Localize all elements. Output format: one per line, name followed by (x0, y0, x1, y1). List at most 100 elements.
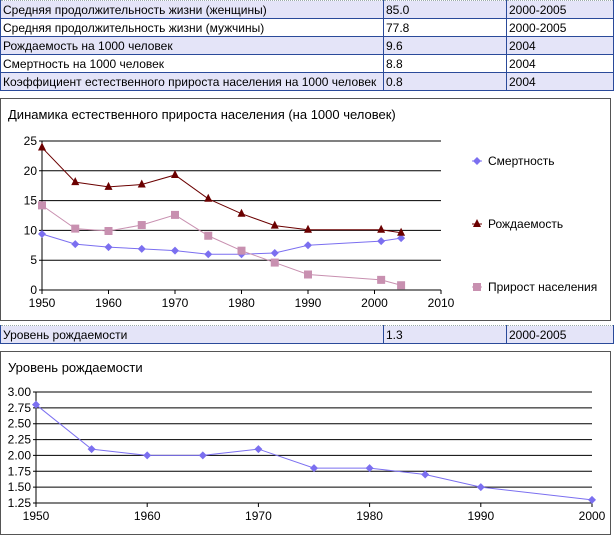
row-label: Средняя продолжительность жизни (мужчины… (0, 18, 384, 37)
data-point-diamond (473, 157, 481, 165)
data-point-triangle (71, 177, 80, 186)
y-tick-label: 25 (24, 134, 38, 148)
table-row: Средняя продолжительность жизни (женщины… (0, 0, 614, 19)
x-tick-label: 1950 (23, 509, 50, 523)
row-label: Смертность на 1000 человек (0, 54, 384, 73)
legend-label: Прирост населения (488, 280, 597, 294)
row-label: Рождаемость на 1000 человек (0, 36, 384, 55)
data-point-square (237, 246, 246, 255)
series-line (41, 147, 402, 234)
row-period: 2000-2005 (506, 18, 614, 37)
chart-title: Уровень рождаемости (8, 360, 143, 375)
y-tick-label: 15 (24, 194, 38, 208)
data-point-square (137, 221, 146, 230)
x-tick-label: 1980 (228, 296, 255, 310)
row-period: 2004 (506, 72, 614, 91)
legend-label: Рождаемость (488, 217, 563, 231)
x-tick-label: 1960 (95, 296, 122, 310)
row-period: 2004 (506, 54, 614, 73)
row-label: Средняя продолжительность жизни (женщины… (0, 0, 384, 19)
data-point-diamond (137, 244, 146, 253)
data-point-diamond (421, 470, 430, 479)
data-point-square (304, 270, 312, 279)
data-point-triangle (137, 179, 146, 188)
chart-title: Динамика естественного прироста населени… (8, 107, 396, 122)
y-tick-label: 2.75 (8, 401, 32, 415)
series-line (41, 233, 402, 255)
data-point-diamond (38, 229, 46, 238)
x-tick-label: 2010 (428, 296, 455, 310)
data-point-triangle (377, 224, 386, 233)
row-value: 9.6 (383, 36, 507, 55)
data-point-triangle (304, 224, 312, 233)
data-point-diamond (270, 249, 279, 258)
table-row: Смертность на 1000 человек 8.8 2004 (0, 54, 614, 73)
data-point-diamond (254, 445, 263, 454)
row-value: 8.8 (383, 54, 507, 73)
row-label: Уровень рождаемости (0, 325, 384, 344)
x-tick-label: 2000 (579, 509, 606, 523)
data-point-diamond (588, 495, 596, 504)
data-point-triangle (38, 142, 46, 151)
data-point-square (171, 210, 179, 219)
data-point-diamond (198, 451, 207, 460)
data-point-triangle (204, 193, 213, 202)
y-tick-label: 10 (24, 223, 38, 237)
fertility-table: Уровень рождаемости 1.3 2000-2005 (0, 325, 614, 344)
chart-plot: 1.25 1.50 1.75 2.002.25 2.50 2.75 3.00 1950 1960… (8, 385, 606, 523)
x-tick-label: 1960 (134, 509, 161, 523)
data-point-square (377, 275, 386, 284)
data-point-triangle (171, 169, 179, 178)
y-tick-label: 2.25 (8, 433, 32, 447)
y-tick-label: 20 (24, 164, 38, 178)
y-tick-label: 1.25 (8, 496, 32, 510)
x-tick-label: 2000 (361, 296, 388, 310)
natural-growth-chart: Динамика естественного прироста населени… (0, 98, 611, 321)
row-value: 85.0 (383, 0, 507, 19)
data-point-square (473, 283, 481, 291)
data-point-square (270, 258, 279, 267)
table-row: Коэффициент естественного прироста насел… (0, 72, 614, 91)
x-tick-label: 1990 (295, 296, 322, 310)
data-point-diamond (32, 400, 40, 409)
y-tick-label: 1.75 (8, 464, 32, 478)
row-value: 0.8 (383, 72, 507, 91)
y-tick-label: 0 (30, 283, 37, 297)
x-tick-label: 1950 (29, 296, 56, 310)
data-point-triangle (104, 181, 113, 190)
x-tick-label: 1980 (356, 509, 383, 523)
fertility-chart: Уровень рождаемости 1.25 1.50 1.75 2.00 2.25… (0, 351, 611, 535)
y-tick-label: 1.50 (8, 480, 32, 494)
legend-label: Смертность (488, 154, 555, 168)
y-tick-label: 2.50 (8, 417, 32, 431)
data-point-diamond (397, 234, 406, 243)
data-point-diamond (310, 464, 318, 473)
data-point-triangle (237, 208, 246, 217)
series-line (41, 204, 402, 286)
row-label: Коэффициент естественного прироста насел… (0, 72, 384, 91)
data-point-diamond (71, 240, 80, 249)
data-point-square (397, 281, 406, 290)
data-point-square (204, 231, 213, 240)
data-point-diamond (143, 451, 152, 460)
data-point-square (104, 226, 113, 235)
row-value: 1.3 (383, 325, 507, 344)
stats-table: Средняя продолжительность жизни (женщины… (0, 0, 614, 91)
data-point-square (71, 224, 80, 233)
data-point-triangle (473, 219, 481, 227)
row-period: 2004 (506, 36, 614, 55)
data-point-square (38, 201, 46, 210)
data-point-triangle (397, 227, 406, 236)
data-point-diamond (365, 464, 374, 473)
table-row: Средняя продолжительность жизни (мужчины… (0, 18, 614, 37)
x-tick-label: 1970 (162, 296, 189, 310)
x-tick-label: 1990 (467, 509, 494, 523)
data-point-diamond (204, 250, 213, 259)
data-point-triangle (270, 220, 279, 229)
table-row: Рождаемость на 1000 человек 9.6 2004 (0, 36, 614, 55)
series-line (35, 404, 593, 501)
y-tick-label: 2.00 (8, 448, 32, 462)
row-value: 77.8 (383, 18, 507, 37)
chart-plot: 0 5 10 15 20 25 1950 1960 1970 1980 1990 2000 2010 См… (24, 134, 598, 310)
data-point-diamond (377, 237, 386, 246)
